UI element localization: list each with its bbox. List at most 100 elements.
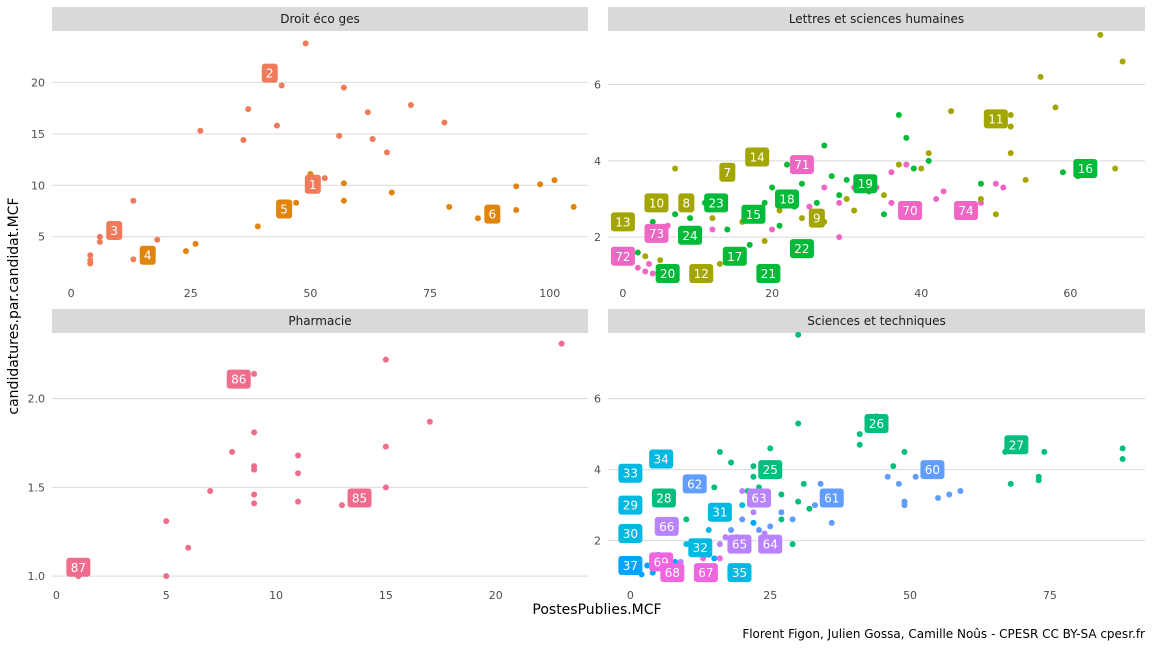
y-tick-label: 15 xyxy=(31,128,45,141)
point-label: 21 xyxy=(756,263,781,283)
point-label: 29 xyxy=(618,495,643,515)
point-label-box xyxy=(618,524,643,544)
point-label: 5 xyxy=(276,199,293,219)
data-point xyxy=(856,441,863,448)
data-point xyxy=(716,448,723,455)
data-point xyxy=(251,370,258,377)
point-label-box xyxy=(688,538,713,558)
data-point xyxy=(895,480,902,487)
data-point xyxy=(229,448,236,455)
x-tick-label: 20 xyxy=(489,589,503,602)
point-label-box xyxy=(727,534,752,554)
data-point xyxy=(1035,477,1042,484)
data-point xyxy=(746,241,753,248)
point-label-text: 73 xyxy=(649,227,664,241)
data-point xyxy=(795,420,802,427)
data-point xyxy=(183,248,189,255)
point-label-box xyxy=(727,563,752,583)
point-label-text: 3 xyxy=(110,224,118,238)
point-label-text: 6 xyxy=(488,208,496,222)
data-point xyxy=(154,236,161,243)
data-point xyxy=(1119,445,1126,452)
data-point xyxy=(382,484,389,491)
point-label: 64 xyxy=(758,534,783,554)
point-label-box xyxy=(644,193,669,213)
x-tick-label: 40 xyxy=(914,287,928,300)
panel-title: Droit éco ges xyxy=(280,12,360,26)
point-label-text: 1 xyxy=(309,178,317,192)
point-label-box xyxy=(261,63,278,83)
caption: Florent Figon, Julien Gossa, Camille Noû… xyxy=(742,627,1145,641)
point-label-text: 18 xyxy=(779,193,794,207)
data-point xyxy=(273,122,280,129)
data-point xyxy=(1037,73,1044,80)
point-label: 86 xyxy=(226,369,251,389)
y-tick-label: 4 xyxy=(594,155,601,168)
point-label-text: 60 xyxy=(925,463,940,477)
data-point xyxy=(1041,448,1048,455)
point-label: 74 xyxy=(954,200,978,220)
point-label: 11 xyxy=(983,109,1008,129)
point-label-box xyxy=(741,204,766,224)
data-point xyxy=(407,102,414,109)
data-point xyxy=(925,157,932,164)
point-label-text: 34 xyxy=(654,453,669,467)
point-label-text: 30 xyxy=(623,527,638,541)
data-point xyxy=(933,196,940,202)
point-label: 9 xyxy=(808,208,825,228)
point-label: 60 xyxy=(920,460,945,480)
point-label-text: 61 xyxy=(824,492,839,506)
point-label-text: 74 xyxy=(958,204,973,218)
point-label: 14 xyxy=(745,147,770,167)
data-point xyxy=(895,112,902,118)
point-label-box xyxy=(983,109,1008,129)
data-point xyxy=(880,211,887,218)
data-point xyxy=(338,502,345,509)
point-label-box xyxy=(853,174,878,194)
point-label-box xyxy=(1073,158,1098,178)
data-point xyxy=(251,466,258,473)
data-point xyxy=(800,480,807,487)
x-tick-label: 60 xyxy=(1063,287,1077,300)
y-tick-label: 2 xyxy=(594,231,601,244)
data-point xyxy=(761,199,768,206)
x-tick-label: 50 xyxy=(303,287,317,300)
data-point xyxy=(817,480,824,487)
data-point xyxy=(903,134,910,141)
data-point xyxy=(441,119,448,126)
point-label-box xyxy=(747,488,772,508)
data-point xyxy=(903,161,910,168)
point-label: 70 xyxy=(898,200,923,220)
point-label-box xyxy=(651,488,676,508)
data-point xyxy=(254,223,261,230)
point-label-text: 37 xyxy=(623,559,638,573)
point-label: 22 xyxy=(789,239,814,259)
data-point xyxy=(163,573,170,580)
data-point xyxy=(769,226,776,233)
panel-2: Pharmacie 1.0 1.5 2.0 0 5 10 15 20 86 85 87 xyxy=(28,309,588,602)
data-point xyxy=(776,222,783,229)
point-label-text: 13 xyxy=(615,215,630,229)
data-point xyxy=(895,161,902,168)
data-point xyxy=(750,509,757,516)
data-point xyxy=(851,207,858,214)
data-point xyxy=(739,487,746,494)
point-label-box xyxy=(704,193,729,213)
data-point xyxy=(185,544,192,551)
point-label-box xyxy=(808,208,825,228)
point-label: 65 xyxy=(727,534,752,554)
x-tick-label: 100 xyxy=(539,287,560,300)
point-label-box xyxy=(819,488,844,508)
x-axis-title: PostesPublies.MCF xyxy=(532,602,661,618)
data-point xyxy=(657,257,664,264)
point-label: 8 xyxy=(678,193,695,213)
x-tick-label: 15 xyxy=(379,589,393,602)
data-point xyxy=(384,149,390,156)
point-label: 30 xyxy=(618,524,643,544)
data-point xyxy=(1007,480,1014,487)
data-point xyxy=(778,491,785,498)
data-point xyxy=(1007,150,1014,157)
data-point xyxy=(364,109,371,116)
data-point xyxy=(769,184,776,191)
